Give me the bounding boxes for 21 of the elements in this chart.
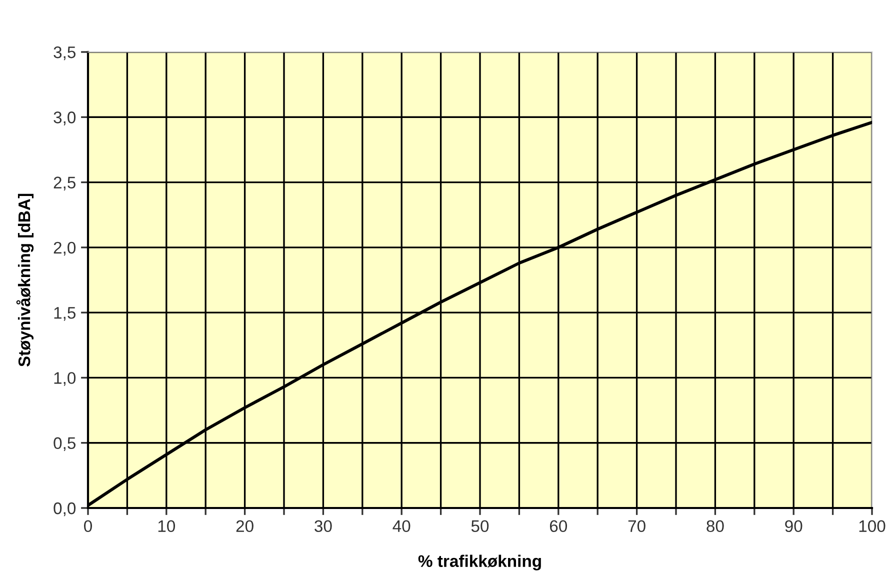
y-tick-label: 2,5 [54, 176, 76, 190]
x-tick-label: 30 [314, 520, 332, 532]
x-tick-label: 40 [392, 520, 410, 532]
x-tick-label: 50 [471, 520, 489, 532]
y-tick-label: 0,0 [54, 502, 76, 516]
x-axis-title: % trafikkøkning [418, 554, 541, 570]
y-axis-title: Støynivåøkning [dBA] [16, 194, 34, 367]
x-tick-label: 90 [785, 520, 802, 532]
x-tick-label: 10 [158, 520, 176, 532]
y-tick-label: 1,0 [54, 372, 76, 386]
x-tick-label: 60 [550, 520, 568, 532]
x-tick-label: 0 [84, 520, 92, 532]
x-tick-label: 80 [706, 520, 724, 532]
y-tick-label: 3,5 [54, 46, 76, 60]
x-tick-label: 100 [859, 520, 886, 532]
x-tick-label: 70 [628, 520, 646, 532]
x-tick-label: 20 [236, 520, 254, 532]
y-tick-label: 1,5 [54, 307, 76, 321]
y-tick-label: 2,0 [54, 242, 76, 256]
y-tick-label: 3,0 [54, 112, 76, 126]
y-tick-label: 0,5 [54, 437, 76, 452]
